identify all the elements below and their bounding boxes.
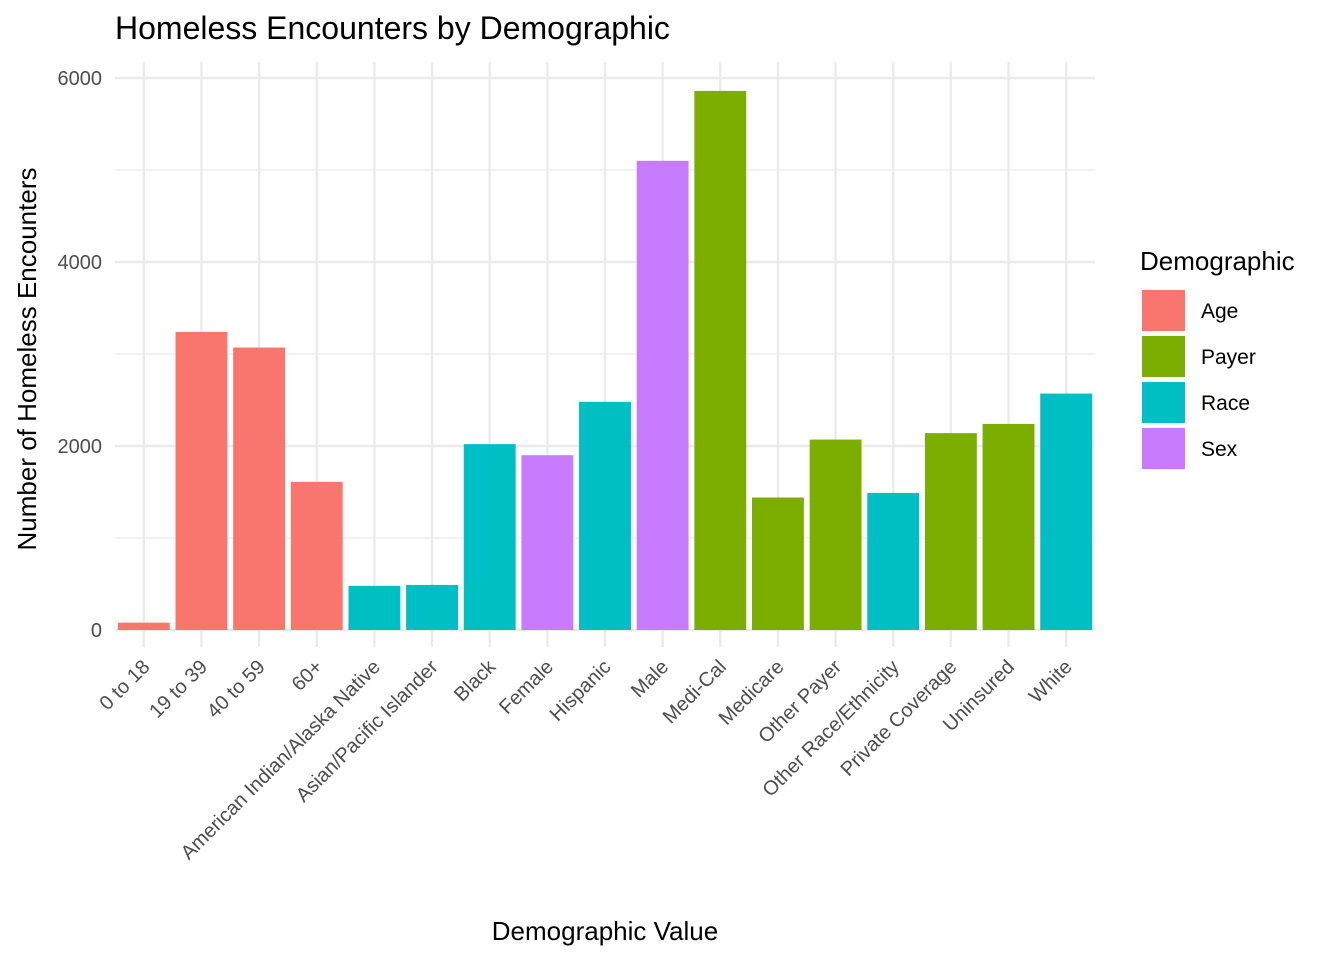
y-axis-tick-labels: 0 2000 4000 6000 (58, 68, 103, 642)
chart-title: Homeless Encounters by Demographic (115, 10, 670, 46)
legend-label-age: Age (1201, 300, 1238, 323)
x-tick-label: 19 to 39 (145, 656, 212, 723)
x-tick-label: White (1025, 656, 1077, 708)
legend-label-payer: Payer (1201, 346, 1256, 369)
legend-label-sex: Sex (1201, 438, 1238, 461)
legend-label-race: Race (1201, 392, 1250, 415)
y-tick-label: 0 (91, 620, 102, 642)
y-tick-label: 2000 (58, 436, 103, 458)
x-tick-label: 60+ (288, 656, 328, 696)
bar-60 (290, 481, 343, 630)
y-tick-label: 6000 (58, 68, 103, 90)
legend-key-sex (1142, 428, 1185, 469)
bar-19-to-39 (175, 331, 228, 630)
bar-medi-cal (694, 90, 747, 630)
bar-other-payer (809, 439, 862, 630)
bar-uninsured (982, 423, 1035, 630)
x-tick-label: Male (627, 656, 673, 702)
bar-other-race-ethnicity (867, 492, 920, 630)
bar-medicare (752, 497, 804, 630)
x-axis-title: Demographic Value (492, 916, 718, 946)
bar-white (1040, 393, 1093, 630)
bar-female (521, 455, 574, 630)
y-axis-title: Number of Homeless Encounters (12, 168, 42, 551)
bar-asian-pacific-islander (406, 584, 458, 630)
bar-black (463, 444, 516, 630)
legend-title: Demographic (1140, 246, 1295, 276)
bar-40-to-59 (233, 347, 286, 630)
y-tick-label: 4000 (58, 252, 103, 274)
x-tick-label: Black (450, 655, 501, 706)
bar-hispanic (579, 401, 631, 630)
legend-key-payer (1142, 336, 1185, 377)
bar-male (636, 160, 689, 631)
legend-key-age (1142, 290, 1185, 331)
legend: Demographic Age Payer Race Sex (1140, 246, 1295, 469)
bar-private-coverage (924, 433, 977, 630)
bars (117, 90, 1093, 631)
bar-american-indian-alaska-native (348, 585, 401, 630)
bar-0-to-18 (117, 622, 170, 630)
legend-key-race (1142, 382, 1185, 423)
x-tick-label: 40 to 59 (203, 656, 270, 723)
x-tick-label: Hispanic (546, 656, 616, 726)
